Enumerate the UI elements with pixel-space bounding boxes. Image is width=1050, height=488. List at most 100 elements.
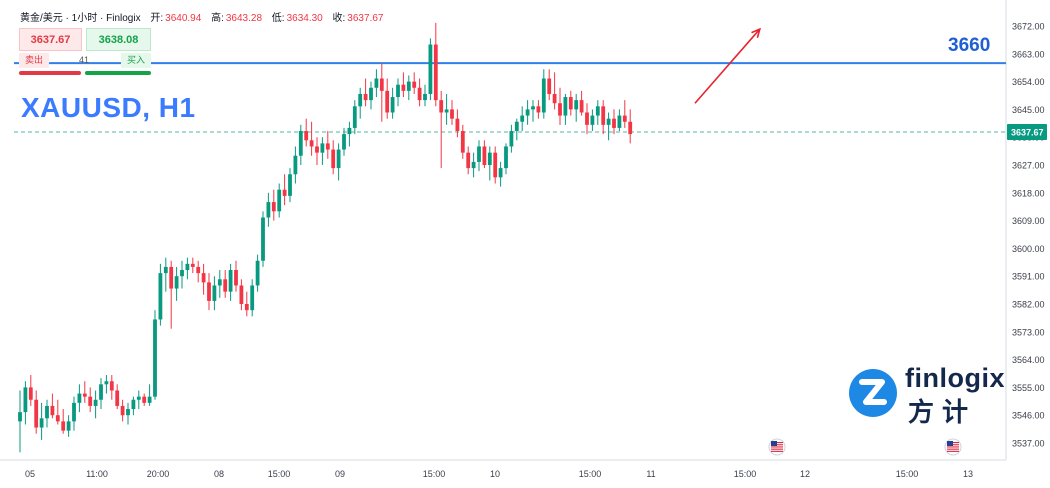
- candle-body: [487, 152, 492, 165]
- candle-body: [185, 263, 190, 271]
- y-tick-label: 3537.00: [1012, 439, 1045, 449]
- candle-body: [163, 266, 168, 274]
- candle-body: [493, 152, 498, 178]
- spread-value: 41: [78, 55, 89, 65]
- trade-widget: 3637.67 3638.08 卖出 41 买入: [19, 28, 151, 76]
- candle-body: [336, 149, 341, 169]
- candle-body: [482, 146, 487, 165]
- candle-body: [352, 106, 357, 128]
- candle-body: [39, 418, 44, 428]
- y-tick-label: 3627.00: [1012, 161, 1045, 171]
- high-value: 3643.28: [225, 13, 263, 24]
- flag-stripe: [947, 450, 959, 452]
- candle-body: [379, 78, 384, 91]
- x-tick-label: 15:00: [423, 469, 446, 479]
- candle-body: [358, 93, 363, 107]
- sell-label[interactable]: 卖出: [19, 53, 49, 68]
- candle-body: [190, 263, 195, 267]
- candle-body: [136, 396, 141, 400]
- y-tick-label: 3654.00: [1012, 77, 1045, 87]
- candle-body: [412, 81, 417, 88]
- candle-body: [509, 131, 514, 147]
- candle-body: [212, 285, 217, 301]
- sell-price-button[interactable]: 3637.67: [19, 28, 82, 51]
- y-tick-label: 3663.00: [1012, 49, 1045, 59]
- candle-body: [406, 81, 411, 91]
- candle-body: [23, 387, 28, 413]
- candle-body: [428, 44, 433, 94]
- candle-body: [153, 319, 157, 397]
- buy-bar: [85, 71, 151, 75]
- candle-body: [369, 87, 373, 101]
- y-tick-label: 3555.00: [1012, 383, 1045, 393]
- chart-title: XAUUSD, H1: [21, 92, 196, 123]
- x-tick-label: 11:00: [86, 469, 108, 479]
- candle-body: [104, 381, 109, 385]
- candle-body: [423, 93, 427, 101]
- sell-bar: [19, 71, 81, 75]
- x-tick-label: 12: [800, 469, 810, 479]
- x-tick-label: 10: [490, 469, 500, 479]
- level-annotation-label: 3660: [948, 35, 991, 56]
- x-tick-label: 05: [25, 469, 35, 479]
- candle-body: [525, 109, 530, 116]
- candle-body: [142, 396, 147, 403]
- candle-body: [18, 412, 22, 422]
- candle-body: [244, 304, 249, 311]
- y-tick-label: 3546.00: [1012, 411, 1045, 421]
- logo-cn-text: 方计: [908, 397, 977, 427]
- x-tick-label: 11: [646, 469, 655, 479]
- y-tick-label: 3618.00: [1012, 188, 1045, 198]
- candle-body: [439, 100, 444, 113]
- candle-body: [126, 409, 130, 416]
- x-tick-label: 20:00: [147, 469, 170, 479]
- candle-body: [207, 282, 211, 301]
- candle-body: [131, 399, 136, 410]
- candle-body: [271, 202, 276, 212]
- x-tick-label: 15:00: [268, 469, 291, 479]
- candle-body: [520, 115, 525, 122]
- candle-body: [552, 93, 557, 104]
- candle-body: [342, 134, 346, 150]
- candle-body: [315, 146, 319, 153]
- candle-body: [266, 202, 271, 218]
- buy-label[interactable]: 买入: [121, 53, 151, 68]
- candle-body: [293, 155, 298, 175]
- candle-body: [628, 121, 633, 135]
- y-tick-label: 3591.00: [1012, 272, 1045, 282]
- candle-body: [255, 260, 260, 286]
- finlogix-logo-icon: [849, 369, 897, 417]
- flag-stripe: [947, 448, 959, 450]
- candle-body: [304, 131, 309, 141]
- y-tick-label: 3600.00: [1012, 244, 1045, 254]
- candle-body: [34, 399, 39, 428]
- candle-body: [196, 266, 201, 274]
- candle-body: [579, 100, 584, 113]
- symbol-line: 黄金/美元 · 1小时 · Finlogix: [20, 13, 141, 24]
- flag-stripe: [947, 446, 959, 448]
- candle-body: [180, 270, 184, 277]
- candle-body: [82, 393, 87, 397]
- candle-body: [536, 106, 541, 113]
- candle-body: [325, 143, 330, 150]
- candle-body: [606, 118, 611, 125]
- current-price-tag-text: 3637.67: [1011, 128, 1044, 138]
- candle-body: [45, 405, 49, 419]
- open-value: 3640.94: [165, 13, 202, 24]
- open-label: 开:: [150, 13, 164, 24]
- candle-body: [466, 152, 471, 169]
- close-value: 3637.67: [347, 13, 384, 24]
- candle-body: [558, 103, 562, 116]
- buy-price-button[interactable]: 3638.08: [86, 28, 151, 51]
- candle-body: [385, 90, 390, 113]
- candle-body: [547, 78, 552, 94]
- candle-body: [347, 127, 352, 135]
- candle-body: [169, 266, 174, 289]
- y-tick-label: 3609.00: [1012, 216, 1045, 226]
- candle-body: [88, 396, 93, 406]
- candle-body: [563, 97, 568, 116]
- candle-body: [174, 276, 179, 289]
- candle-body: [320, 143, 325, 153]
- current-price-tag: [1007, 124, 1047, 141]
